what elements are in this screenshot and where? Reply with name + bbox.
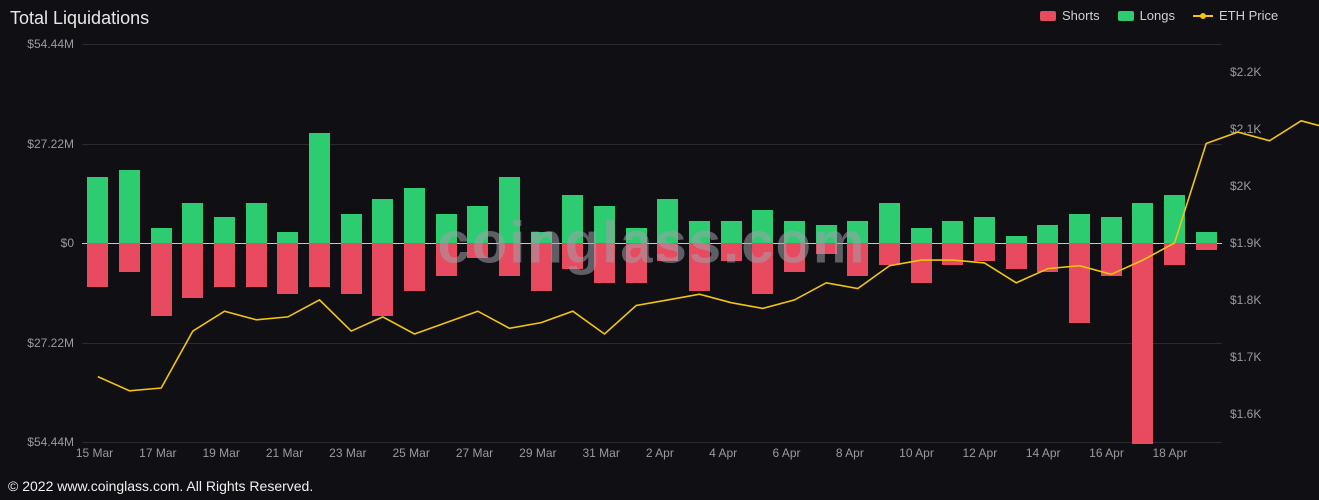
y-right-label: $1.6K (1230, 407, 1261, 421)
y-right-label: $2.2K (1230, 65, 1261, 79)
y-right-label: $1.9K (1230, 236, 1261, 250)
x-label: 15 Mar (76, 446, 113, 460)
y-right-label: $1.8K (1230, 293, 1261, 307)
legend-rect-icon (1118, 11, 1134, 21)
price-line (82, 44, 1222, 442)
y-left-label: $54.44M (0, 435, 74, 449)
x-label: 8 Apr (836, 446, 864, 460)
x-label: 29 Mar (519, 446, 556, 460)
legend-label: Longs (1140, 8, 1175, 23)
x-label: 21 Mar (266, 446, 303, 460)
x-label: 16 Apr (1089, 446, 1124, 460)
x-label: 10 Apr (899, 446, 934, 460)
x-label: 4 Apr (709, 446, 737, 460)
y-right-label: $2K (1230, 179, 1251, 193)
legend-rect-icon (1040, 11, 1056, 21)
x-label: 2 Apr (646, 446, 674, 460)
legend: Shorts Longs ETH Price (1040, 8, 1278, 23)
legend-item: Shorts (1040, 8, 1100, 23)
legend-item: Longs (1118, 8, 1175, 23)
y-left-label: $54.44M (0, 37, 74, 51)
x-label: 31 Mar (583, 446, 620, 460)
y-left-label: $27.22M (0, 336, 74, 350)
x-label: 25 Mar (393, 446, 430, 460)
x-label: 12 Apr (963, 446, 998, 460)
y-right-label: $1.7K (1230, 350, 1261, 364)
x-label: 14 Apr (1026, 446, 1061, 460)
gridline (82, 442, 1222, 443)
legend-item: ETH Price (1193, 8, 1278, 23)
legend-label: ETH Price (1219, 8, 1278, 23)
x-label: 27 Mar (456, 446, 493, 460)
x-label: 23 Mar (329, 446, 366, 460)
y-left-label: $27.22M (0, 137, 74, 151)
chart-title: Total Liquidations (10, 8, 149, 29)
liquidations-chart: coinglass.com (82, 44, 1222, 442)
legend-label: Shorts (1062, 8, 1100, 23)
x-label: 17 Mar (139, 446, 176, 460)
x-label: 18 Apr (1153, 446, 1188, 460)
copyright-footer: © 2022 www.coinglass.com. All Rights Res… (8, 478, 313, 494)
legend-line-icon (1193, 15, 1213, 17)
x-label: 19 Mar (203, 446, 240, 460)
y-left-label: $0 (0, 236, 74, 250)
x-label: 6 Apr (773, 446, 801, 460)
